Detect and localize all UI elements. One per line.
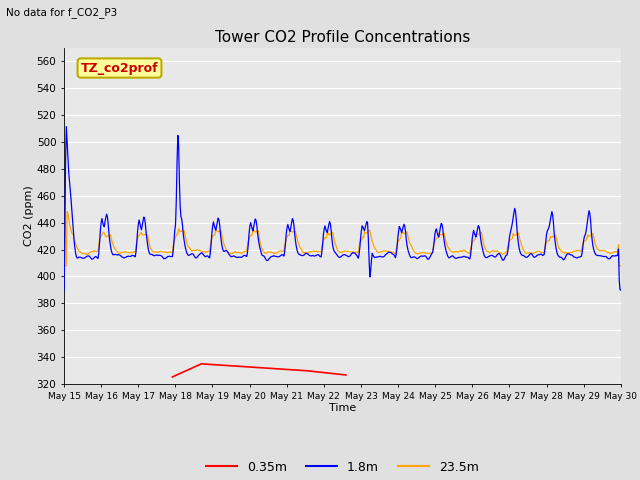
X-axis label: Time: Time — [329, 403, 356, 413]
Text: No data for f_CO2_P3: No data for f_CO2_P3 — [6, 7, 118, 18]
Text: TZ_co2prof: TZ_co2prof — [81, 61, 158, 74]
Title: Tower CO2 Profile Concentrations: Tower CO2 Profile Concentrations — [214, 30, 470, 46]
Y-axis label: CO2 (ppm): CO2 (ppm) — [24, 186, 34, 246]
Legend: 0.35m, 1.8m, 23.5m: 0.35m, 1.8m, 23.5m — [201, 456, 484, 479]
